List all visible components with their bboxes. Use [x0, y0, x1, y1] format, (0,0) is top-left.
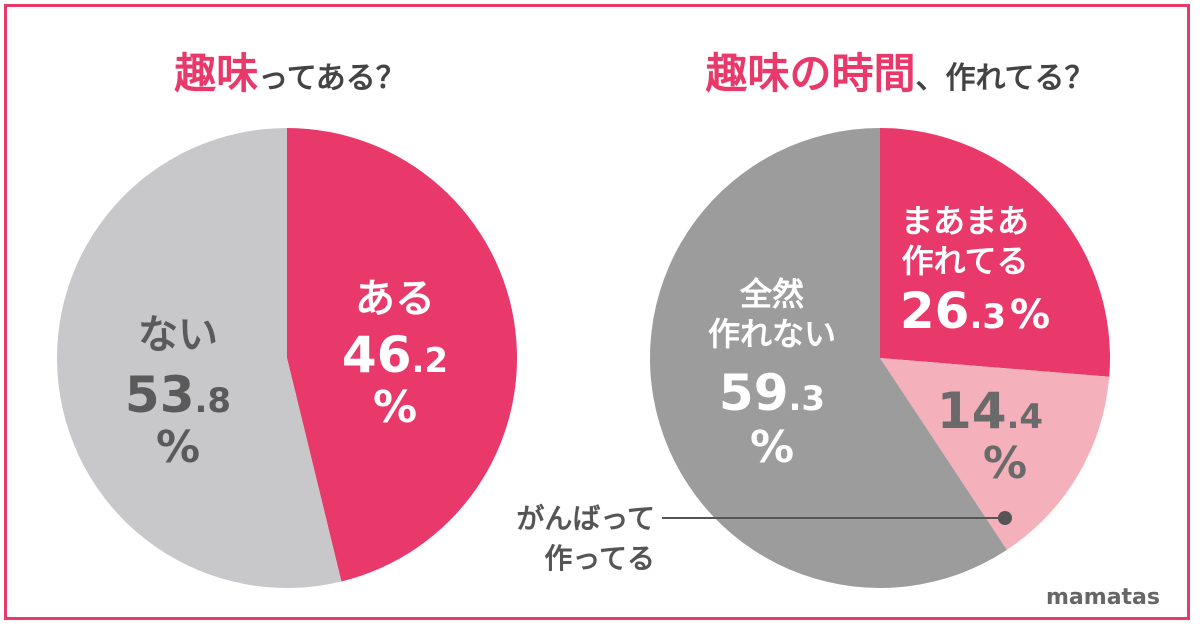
label-maamaa-line2: 作れてる [901, 242, 1028, 280]
value-aru: 46.2 [342, 326, 448, 384]
pie-hobby-time [649, 128, 1110, 588]
label-zenzen-line2: 作れない [708, 315, 836, 353]
unit-nai: % [156, 422, 200, 473]
value-nai: 53.8 [125, 366, 231, 424]
title-emphasis: 趣味の時間 [705, 49, 916, 98]
slice-zenzen [649, 128, 1007, 588]
title-rest: 、作れてる？ [915, 61, 1095, 96]
title-emphasis: 趣味 [174, 49, 259, 98]
unit-zenzen: % [750, 422, 794, 473]
label-aru: ある [355, 276, 435, 322]
label-nai: ない [138, 312, 218, 358]
slice-maamaa [880, 128, 1110, 377]
slice-ganbatte [880, 358, 1110, 550]
brand-logo: mamatas [1046, 585, 1160, 610]
slice-aru [287, 128, 517, 582]
title-rest: ってある？ [258, 61, 406, 96]
unit-ganbatte: % [983, 438, 1027, 489]
value-zenzen: 59.3 [719, 364, 825, 422]
chart-title-hobby-time: 趣味の時間 、作れてる？ [620, 40, 1180, 100]
slice-nai [56, 128, 342, 589]
value-maamaa: 26.3% [900, 282, 1050, 340]
callout-dot [998, 511, 1012, 525]
label-zenzen-line1: 全然 [739, 275, 804, 313]
label-ganbatte-line1: がんばって [516, 502, 655, 535]
border-frame [4, 4, 1190, 620]
chart-title-hobby: 趣味 ってある？ [60, 40, 520, 100]
pie-hobby [56, 128, 517, 589]
label-ganbatte-line2: 作ってる [544, 542, 655, 575]
unit-aru: % [373, 382, 417, 433]
value-ganbatte: 14.4 [937, 382, 1043, 440]
label-maamaa-line1: まあまあ [901, 202, 1029, 240]
